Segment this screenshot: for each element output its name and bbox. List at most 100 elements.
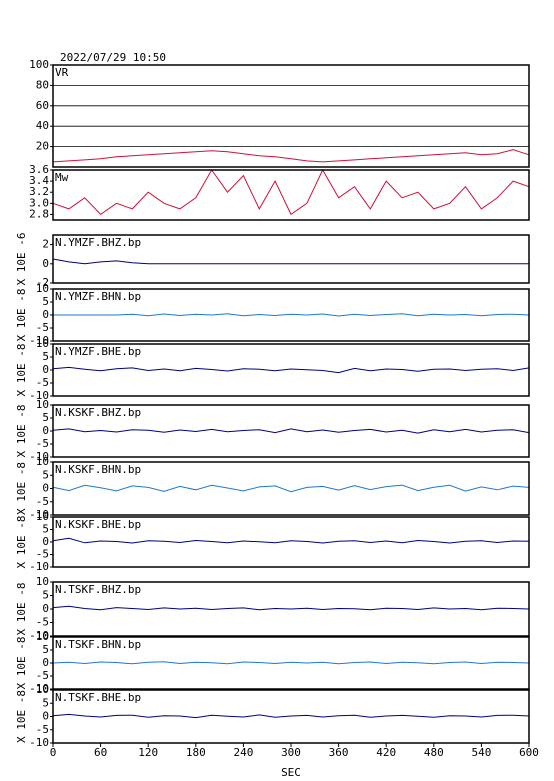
y-tick-label: -10 [29,560,49,573]
x-tick-label: 360 [329,746,349,759]
y-tick-label: -10 [29,389,49,402]
y-tick-label: -5 [36,495,49,508]
x-tick-label: 420 [376,746,396,759]
y-tick-label: 80 [36,78,49,91]
y-axis-label: X 10E -8 [15,344,28,397]
y-tick-label: 10 [36,630,49,643]
y-tick-label: 5 [42,350,49,363]
panel-frame [52,461,530,516]
panel-frame [52,516,530,568]
y-tick-label: 5 [42,523,49,536]
panel-label: N.YMZF.BHN.bp [55,290,141,303]
y-axis-label: X 10E -8 [15,637,28,690]
panel-frame [52,404,530,458]
panel-label: N.TSKF.BHE.bp [55,691,141,704]
y-axis-label: X 10E -6 [15,233,28,286]
y-tick-label: 10 [36,398,49,411]
y-tick-label: 5 [42,643,49,656]
y-tick-label: -10 [29,682,49,695]
y-tick-label: 5 [42,411,49,424]
y-tick-label: 5 [42,589,49,602]
panel-frame [52,64,530,168]
y-tick-label: 10 [36,337,49,350]
panel-label: N.KSKF.BHN.bp [55,463,141,476]
panel-label: N.KSKF.BHE.bp [55,518,141,531]
data-line [52,605,530,611]
y-tick-label: -10 [29,736,49,749]
y-tick-label: -5 [36,321,49,334]
y-axis-label: X 10E -8 [15,289,28,342]
y-tick-label: 0 [42,602,49,615]
y-tick-label: 60 [36,99,49,112]
panel-label: Mw [55,171,69,184]
y-tick-label: -10 [29,629,49,642]
y-tick-label: 10 [36,282,49,295]
x-tick-label: 180 [186,746,206,759]
panel-frame [52,343,530,397]
panel-label: VR [55,66,69,79]
data-line [52,149,530,163]
x-axis-label: SEC [281,766,301,779]
y-axis-label: X 10E -8 [15,516,28,569]
panel-label: N.YMZF.BHE.bp [55,345,141,358]
x-tick-label: 540 [471,746,491,759]
y-tick-label: 0 [42,656,49,669]
y-tick-label: 20 [36,140,49,153]
y-tick-label: 10 [36,455,49,468]
y-tick-label: 0 [42,308,49,321]
data-line [52,484,530,493]
y-tick-label: 2 [42,238,49,251]
data-line [52,713,530,719]
panel-frame [52,288,530,342]
data-line [52,661,530,665]
y-tick-label: 0 [42,424,49,437]
y-tick-label: 0 [42,363,49,376]
y-tick-label: 3.0 [29,196,49,209]
y-tick-label: 2.8 [29,207,49,220]
y-tick-label: 100 [29,58,49,71]
x-tick-label: 240 [233,746,253,759]
x-tick-label: 300 [281,746,301,759]
y-tick-label: 5 [42,295,49,308]
y-tick-label: -2 [36,276,49,289]
data-line [53,313,530,317]
y-tick-label: 0 [42,257,49,270]
y-tick-label: -5 [36,437,49,450]
panel-label: N.YMZF.BHZ.bp [55,236,141,249]
panel-label: N.TSKF.BHZ.bp [55,583,141,596]
panel-frame [52,234,530,284]
y-tick-label: 10 [36,510,49,523]
y-tick-label: -5 [36,616,49,629]
y-tick-label: 5 [42,468,49,481]
data-line [52,366,530,374]
panel-label: N.TSKF.BHN.bp [55,638,141,651]
x-tick-label: 120 [138,746,158,759]
y-tick-label: -5 [36,723,49,736]
data-line [52,258,529,265]
x-tick-label: 60 [94,746,107,759]
panel-frame [52,636,530,690]
y-tick-label: -5 [36,376,49,389]
chart-title: 2022/07/29 10:50 [60,51,166,64]
panel-frame [52,581,530,637]
y-tick-label: -5 [36,548,49,561]
y-tick-label: 5 [42,696,49,709]
x-tick-label: 480 [424,746,444,759]
panel-label: N.KSKF.BHZ.bp [55,406,141,419]
y-tick-label: -10 [29,450,49,463]
y-tick-label: 10 [36,575,49,588]
y-axis-label: X 10E -8 [15,405,28,458]
data-line [52,168,530,216]
x-tick-label: 600 [519,746,539,759]
y-tick-label: 0 [42,535,49,548]
y-tick-label: -10 [29,334,49,347]
y-tick-label: 3.4 [29,174,49,187]
y-axis-label: X 10E -8 [15,583,28,636]
x-tick-label: 0 [50,746,57,759]
y-tick-label: 0 [42,710,49,723]
data-line [52,537,530,544]
y-tick-label: 3.6 [29,163,49,176]
y-tick-label: -5 [36,669,49,682]
y-axis-label: X 10E -8 [15,462,28,515]
